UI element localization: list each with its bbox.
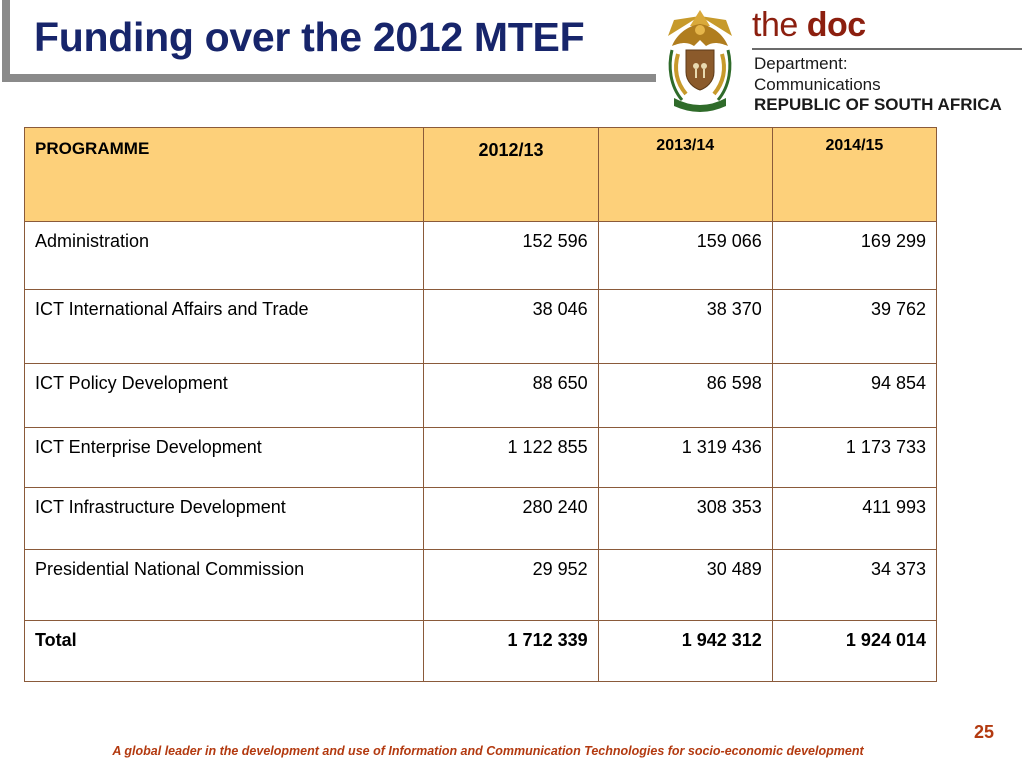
cell-2014-15: 169 299	[771, 221, 938, 290]
cell-2014-15: 411 993	[771, 487, 938, 550]
header-2013-14: 2013/14	[597, 127, 773, 222]
cell-2012-13: 88 650	[423, 363, 599, 428]
cell-2013-14: 38 370	[597, 289, 773, 364]
logo-communications: Communications	[754, 75, 881, 94]
cell-2013-14: 308 353	[597, 487, 773, 550]
table-row: Presidential National Commission 29 952 …	[23, 549, 938, 621]
cell-2013-14: 159 066	[597, 221, 773, 290]
footer-tagline: A global leader in the development and u…	[112, 744, 864, 758]
brand-doc: doc	[806, 6, 866, 44]
table-header-row: PROGRAMME 2012/13 2013/14 2014/15	[23, 127, 938, 222]
brand-wordmark: the doc	[752, 6, 866, 45]
cell-2012-13: 29 952	[423, 549, 599, 621]
table-row: ICT Policy Development 88 650 86 598 94 …	[23, 363, 938, 428]
cell-2014-15: 1 173 733	[771, 427, 938, 488]
header-2012-13: 2012/13	[423, 127, 599, 222]
logo-department: Department:	[754, 54, 848, 73]
cell-programme: ICT Infrastructure Development	[23, 487, 425, 550]
cell-2014-15: 94 854	[771, 363, 938, 428]
department-logo: the doc Department: Communications REPUB…	[752, 4, 1022, 114]
page-number: 25	[973, 722, 994, 742]
cell-programme: ICT International Affairs and Trade	[23, 289, 425, 364]
header-programme: PROGRAMME	[23, 127, 425, 222]
cell-programme: Presidential National Commission	[23, 549, 425, 621]
cell-programme: ICT Policy Development	[23, 363, 425, 428]
header-2014-15: 2014/15	[771, 127, 938, 222]
cell-programme: Total	[23, 620, 425, 682]
cell-programme: Administration	[23, 221, 425, 290]
table-row: Administration 152 596 159 066 169 299	[23, 221, 938, 290]
logo-country: REPUBLIC OF SOUTH AFRICA	[754, 95, 1002, 114]
table-row: ICT International Affairs and Trade 38 0…	[23, 289, 938, 364]
funding-table-wrapper: PROGRAMME 2012/13 2013/14 2014/15 Admini…	[23, 127, 938, 682]
title-frame: Funding over the 2012 MTEF	[2, 0, 656, 82]
cell-2012-13: 38 046	[423, 289, 599, 364]
table-row: ICT Enterprise Development 1 122 855 1 3…	[23, 427, 938, 488]
cell-2012-13: 1 122 855	[423, 427, 599, 488]
table-total-row: Total 1 712 339 1 942 312 1 924 014	[23, 620, 938, 682]
cell-programme: ICT Enterprise Development	[23, 427, 425, 488]
slide-title: Funding over the 2012 MTEF	[34, 14, 585, 60]
coat-of-arms-icon	[668, 10, 732, 112]
cell-2013-14: 1 319 436	[597, 427, 773, 488]
cell-2012-13: 280 240	[423, 487, 599, 550]
cell-2013-14: 30 489	[597, 549, 773, 621]
funding-table: PROGRAMME 2012/13 2013/14 2014/15 Admini…	[23, 127, 938, 682]
cell-2014-15: 34 373	[771, 549, 938, 621]
brand-the: the	[752, 6, 798, 44]
cell-2013-14: 86 598	[597, 363, 773, 428]
cell-2012-13: 152 596	[423, 221, 599, 290]
cell-2013-14: 1 942 312	[597, 620, 773, 682]
cell-2012-13: 1 712 339	[423, 620, 599, 682]
logo-divider	[752, 48, 1022, 50]
cell-2014-15: 1 924 014	[771, 620, 938, 682]
cell-2014-15: 39 762	[771, 289, 938, 364]
table-row: ICT Infrastructure Development 280 240 3…	[23, 487, 938, 550]
